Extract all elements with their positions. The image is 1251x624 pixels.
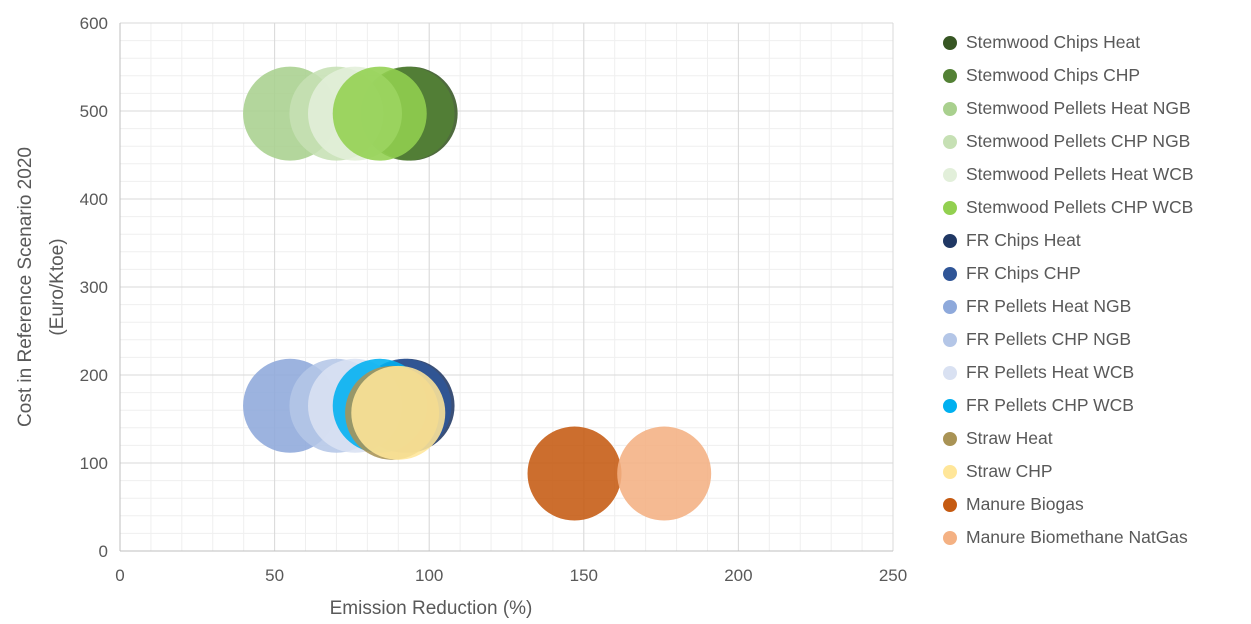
legend-item: Manure Biomethane NatGas xyxy=(934,521,1249,554)
plot-area xyxy=(243,66,712,521)
legend-marker xyxy=(943,200,957,215)
legend-marker xyxy=(943,101,957,116)
x-tick-label: 150 xyxy=(570,566,598,585)
legend-marker xyxy=(943,233,957,248)
y-tick-label: 0 xyxy=(99,542,108,561)
legend-marker xyxy=(943,398,957,413)
legend-item: FR Pellets Heat WCB xyxy=(934,356,1249,389)
x-tick-label: 0 xyxy=(115,566,124,585)
legend-label: FR Chips CHP xyxy=(966,263,1081,283)
bubble xyxy=(527,426,622,521)
gridlines xyxy=(119,22,894,552)
legend-item: Straw Heat xyxy=(934,422,1249,455)
legend-label: FR Pellets Heat NGB xyxy=(966,296,1132,316)
legend-item: Stemwood Pellets CHP NGB xyxy=(934,125,1249,158)
legend-label: Straw Heat xyxy=(966,428,1053,448)
legend-item: Stemwood Chips CHP xyxy=(934,59,1249,92)
legend-marker xyxy=(943,431,957,446)
legend-label: Stemwood Chips Heat xyxy=(966,32,1141,52)
legend-marker xyxy=(943,167,957,182)
legend-item: FR Pellets CHP WCB xyxy=(934,389,1249,422)
bubble xyxy=(617,426,712,521)
y-tick-label: 400 xyxy=(80,190,108,209)
y-tick-label: 200 xyxy=(80,366,108,385)
legend-label: Stemwood Pellets CHP NGB xyxy=(966,131,1191,151)
legend-item: Straw CHP xyxy=(934,455,1249,488)
x-tick-label: 50 xyxy=(265,566,284,585)
legend: Stemwood Chips Heat Stemwood Chips CHP S… xyxy=(934,26,1249,554)
legend-label: Straw CHP xyxy=(966,461,1053,481)
x-axis-title: Emission Reduction (%) xyxy=(330,598,533,619)
legend-item: FR Pellets CHP NGB xyxy=(934,323,1249,356)
legend-item: FR Chips Heat xyxy=(934,224,1249,257)
legend-item: Stemwood Pellets Heat NGB xyxy=(934,92,1249,125)
y-axis-title-line-2: (Euro/Ktoe) xyxy=(47,238,68,335)
legend-label: FR Pellets CHP NGB xyxy=(966,329,1131,349)
x-tick-label: 200 xyxy=(724,566,752,585)
legend-item: Manure Biogas xyxy=(934,488,1249,521)
y-tick-label: 300 xyxy=(80,278,108,297)
y-axis-title-line-1: Cost in Reference Scenario 2020 xyxy=(15,147,36,427)
legend-label: Stemwood Pellets Heat WCB xyxy=(966,164,1194,184)
x-tick-label: 250 xyxy=(879,566,907,585)
legend-marker xyxy=(943,134,957,149)
x-tick-label: 100 xyxy=(415,566,443,585)
legend-label: Manure Biogas xyxy=(966,494,1084,514)
legend-marker xyxy=(943,266,957,281)
legend-label: Stemwood Pellets Heat NGB xyxy=(966,98,1191,118)
axes: 0 50 100 150 200 250 0 100 200 300 400 500 600 xyxy=(80,14,908,585)
y-tick-label: 100 xyxy=(80,454,108,473)
legend-marker xyxy=(943,497,957,512)
legend-marker xyxy=(943,68,957,83)
y-tick-label: 500 xyxy=(80,102,108,121)
legend-marker xyxy=(943,332,957,347)
legend-item: Stemwood Pellets CHP WCB xyxy=(934,191,1249,224)
legend-item: FR Pellets Heat NGB xyxy=(934,290,1249,323)
legend-label: FR Chips Heat xyxy=(966,230,1081,250)
legend-item: Stemwood Pellets Heat WCB xyxy=(934,158,1249,191)
legend-label: Stemwood Pellets CHP WCB xyxy=(966,197,1194,217)
bubble xyxy=(332,66,427,161)
legend-marker xyxy=(943,365,957,380)
legend-item: FR Chips CHP xyxy=(934,257,1249,290)
y-tick-label: 600 xyxy=(80,14,108,33)
legend-item: Stemwood Chips Heat xyxy=(934,26,1249,59)
legend-marker xyxy=(943,299,957,314)
legend-marker xyxy=(943,464,957,479)
legend-label: Manure Biomethane NatGas xyxy=(966,527,1188,547)
bubble xyxy=(351,365,446,460)
legend-label: Stemwood Chips CHP xyxy=(966,65,1141,85)
legend-marker xyxy=(943,530,957,545)
legend-label: FR Pellets Heat WCB xyxy=(966,362,1135,382)
legend-label: FR Pellets CHP WCB xyxy=(966,395,1134,415)
legend-marker xyxy=(943,35,957,50)
